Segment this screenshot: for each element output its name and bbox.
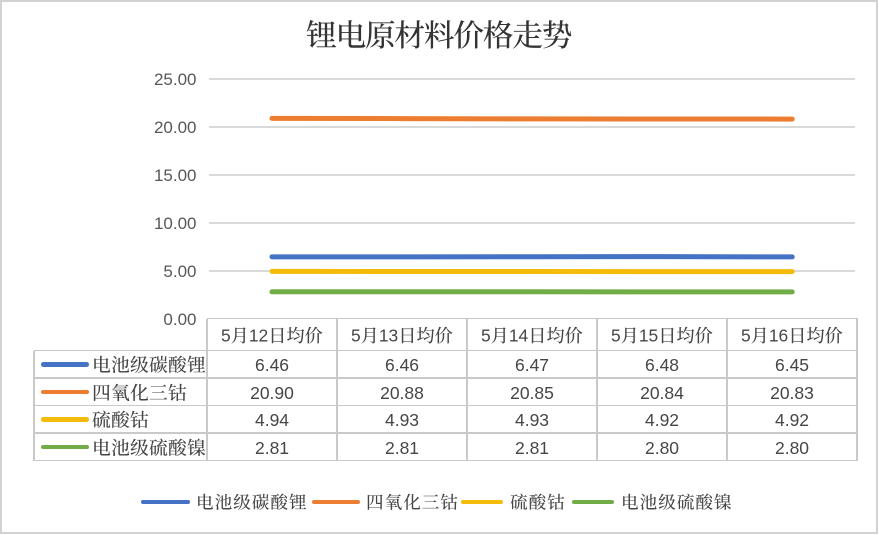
svg-text:3: 3 — [389, 325, 399, 345]
svg-text:1: 1 — [379, 325, 389, 345]
svg-text:1: 1 — [639, 325, 649, 345]
svg-text:5: 5 — [221, 325, 231, 345]
svg-text:1: 1 — [249, 325, 259, 345]
svg-text:6: 6 — [779, 325, 789, 345]
svg-text:1: 1 — [509, 325, 519, 345]
svg-text:5: 5 — [611, 325, 621, 345]
svg-text:5: 5 — [741, 325, 751, 345]
svg-text:2: 2 — [259, 325, 269, 345]
svg-text:1: 1 — [769, 325, 779, 345]
svg-text:4: 4 — [519, 325, 529, 345]
svg-text:5: 5 — [351, 325, 361, 345]
svg-text:5: 5 — [481, 325, 491, 345]
svg-text:5: 5 — [649, 325, 659, 345]
